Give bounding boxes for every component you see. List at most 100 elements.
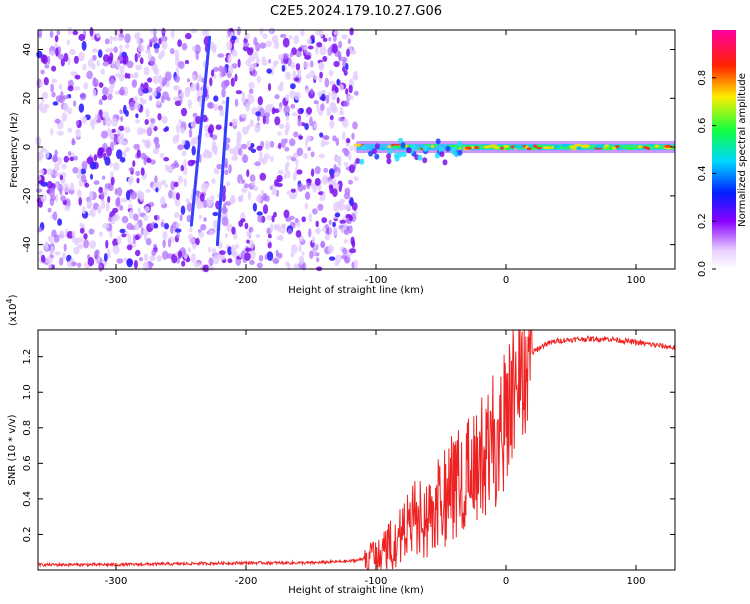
- noise-blob: [325, 229, 330, 235]
- noise-blob: [164, 126, 169, 132]
- noise-blob: [43, 243, 50, 253]
- noise-blob: [213, 103, 218, 112]
- spectrogram-y-tick-label: 40: [22, 43, 33, 56]
- noise-blob: [282, 37, 290, 48]
- noise-blob: [66, 231, 74, 239]
- noise-blob: [207, 102, 213, 109]
- noise-blob: [303, 152, 308, 160]
- noise-blob: [295, 158, 299, 166]
- noise-blob: [48, 261, 52, 271]
- noise-blob: [57, 156, 63, 166]
- noise-blob: [246, 47, 254, 56]
- tone-blob: [371, 148, 377, 155]
- noise-blob: [257, 215, 263, 223]
- noise-blob: [244, 252, 251, 261]
- noise-blob: [130, 73, 134, 79]
- noise-blob: [208, 229, 215, 236]
- tone-blob: [614, 145, 620, 149]
- noise-blob: [134, 234, 140, 241]
- noise-blob: [133, 143, 140, 150]
- noise-blob: [307, 146, 312, 152]
- tone-blob: [417, 154, 423, 161]
- noise-blob: [89, 209, 94, 217]
- noise-blob: [185, 32, 192, 40]
- noise-blob: [237, 58, 241, 68]
- tone-blob: [430, 145, 434, 148]
- noise-blob: [228, 164, 232, 174]
- noise-blob: [98, 231, 103, 237]
- tone-blob: [594, 145, 603, 149]
- noise-blob: [337, 159, 342, 168]
- noise-blob: [213, 254, 220, 265]
- noise-blob: [244, 32, 250, 40]
- noise-blob: [119, 65, 125, 74]
- noise-blob: [120, 156, 126, 163]
- noise-blob: [60, 58, 65, 67]
- noise-blob: [66, 107, 73, 115]
- noise-blob: [246, 239, 250, 244]
- noise-blob: [326, 107, 332, 114]
- noise-blob: [166, 96, 171, 102]
- noise-blob: [188, 237, 196, 244]
- noise-blob: [184, 59, 190, 65]
- noise-blob: [38, 169, 45, 175]
- noise-blob: [238, 147, 243, 156]
- tone-blob: [528, 144, 534, 148]
- noise-blob: [192, 112, 198, 118]
- noise-blob: [191, 45, 196, 52]
- noise-blob: [278, 106, 282, 112]
- noise-blob: [264, 140, 271, 150]
- noise-blob: [334, 171, 341, 177]
- noise-blob: [180, 107, 188, 117]
- noise-blob: [135, 64, 143, 71]
- noise-blob: [120, 197, 128, 203]
- noise-blob: [161, 115, 168, 124]
- noise-blob: [329, 115, 334, 121]
- noise-blob: [194, 44, 201, 55]
- noise-blob: [204, 132, 211, 138]
- noise-blob: [89, 190, 94, 201]
- noise-blob: [330, 173, 335, 179]
- noise-blob: [310, 88, 314, 95]
- noise-blob: [117, 187, 123, 197]
- noise-blob: [322, 37, 328, 42]
- noise-blob: [339, 84, 344, 91]
- noise-blob: [243, 183, 250, 188]
- noise-blob: [166, 165, 173, 173]
- noise-blob: [54, 172, 62, 177]
- noise-blob: [103, 253, 108, 262]
- noise-blob: [279, 33, 287, 38]
- noise-blob: [256, 75, 261, 84]
- noise-blob: [79, 222, 84, 228]
- noise-blob: [136, 177, 140, 184]
- noise-blob: [248, 81, 255, 89]
- colorbar-tick-label: 0.2: [697, 213, 708, 229]
- snr-y-tick-label: 1.2: [22, 349, 33, 365]
- noise-blob: [262, 204, 269, 215]
- noise-blob: [284, 129, 289, 136]
- noise-blob: [190, 83, 197, 92]
- colorbar-ticks: 0.0 0.2 0.4 0.6 0.8: [697, 70, 716, 277]
- noise-blob: [142, 261, 149, 272]
- tone-blob: [457, 140, 462, 147]
- noise-blob: [319, 195, 324, 202]
- noise-blob: [272, 258, 280, 264]
- noise-blob: [143, 214, 149, 221]
- noise-blob: [162, 231, 168, 240]
- noise-blob: [109, 132, 114, 141]
- noise-blob: [140, 128, 147, 135]
- tone-blob: [353, 143, 362, 147]
- noise-blob: [119, 44, 123, 50]
- noise-blob: [241, 187, 248, 194]
- noise-blob: [88, 228, 95, 235]
- noise-blob: [163, 157, 170, 162]
- noise-blob: [152, 147, 160, 155]
- noise-blob: [56, 130, 64, 136]
- noise-blob: [40, 193, 47, 203]
- noise-blob: [138, 257, 143, 262]
- noise-blob: [339, 198, 345, 204]
- spectrogram-y-tick-label: 20: [22, 92, 33, 105]
- noise-blob: [69, 48, 76, 56]
- noise-blob: [78, 197, 82, 206]
